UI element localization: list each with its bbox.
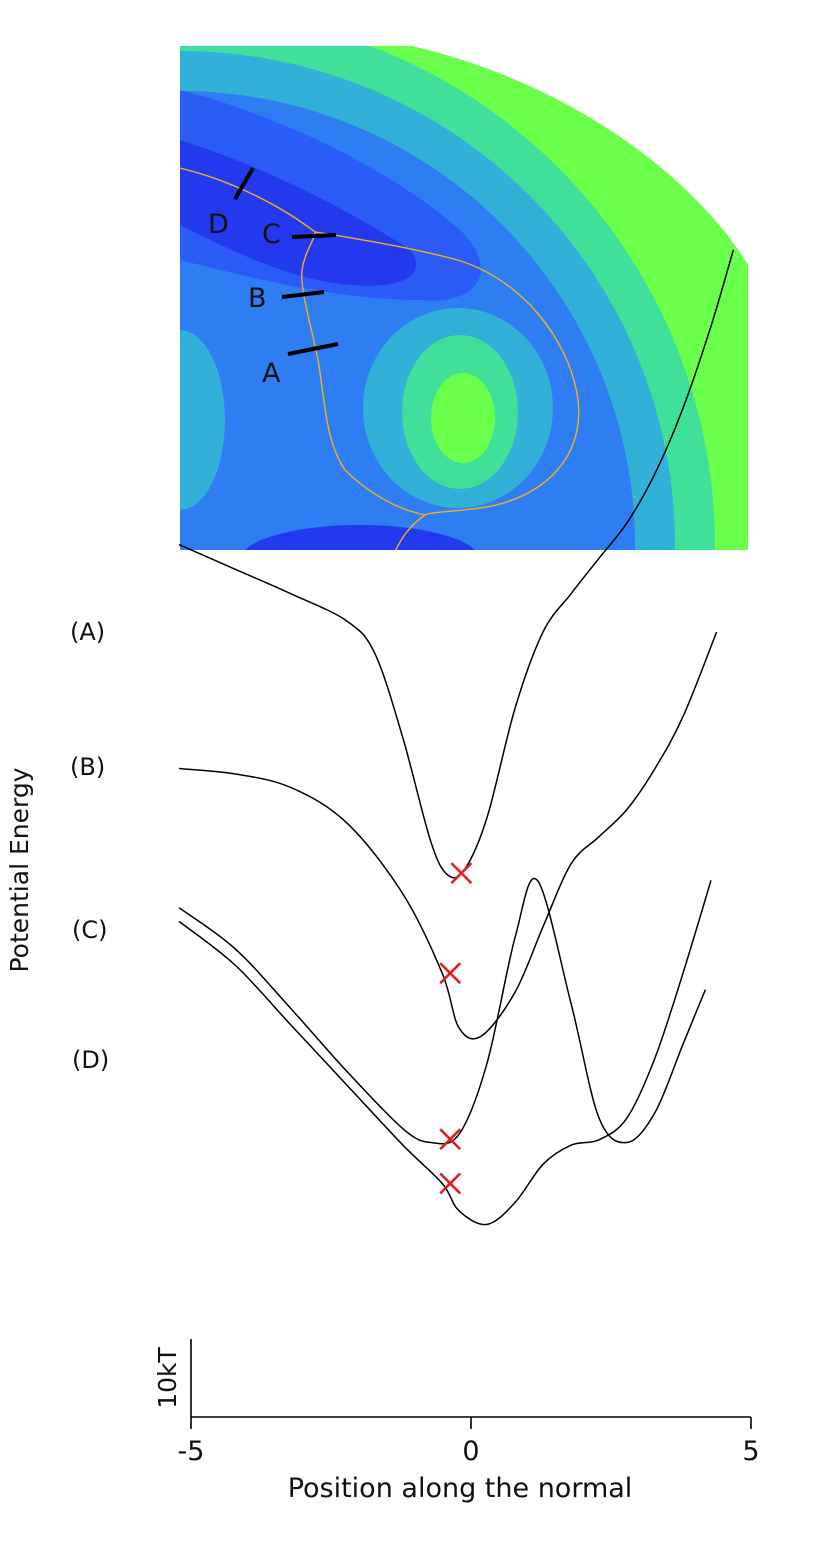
- contour-map: [180, 46, 748, 550]
- marker-line-c: [291, 233, 337, 239]
- contour-island-green: [431, 373, 495, 463]
- marker-line-d: [233, 166, 255, 201]
- map-markers: A B C D: [208, 166, 339, 389]
- series-label-b: (B): [70, 753, 105, 781]
- minimum-marker-b: [439, 1172, 462, 1195]
- scale-bar-label: 10kT: [153, 1346, 182, 1408]
- x-axis: -5 0 5: [178, 1416, 760, 1467]
- minimum-marker-d: [450, 862, 473, 885]
- x-axis-label: Position along the normal: [288, 1473, 633, 1504]
- marker-label-c: C: [262, 219, 281, 250]
- x-tick-label: 0: [462, 1436, 479, 1467]
- marker-label-b: B: [248, 283, 267, 314]
- minimum-marker-c: [439, 962, 462, 985]
- marker-label-d: D: [208, 209, 229, 240]
- contour-valley-deep: [180, 140, 417, 286]
- contour-bottom-valley: [240, 525, 480, 550]
- series-label-a: (A): [70, 618, 105, 646]
- marker-line-a: [287, 342, 339, 356]
- marker-label-a: A: [262, 358, 281, 389]
- reaction-path: [180, 167, 580, 550]
- marker-line-b: [281, 290, 325, 299]
- y-axis-label: Potential Energy: [5, 767, 34, 972]
- scale-bar: 10kT: [153, 1339, 192, 1417]
- series-label-d: (D): [72, 1046, 109, 1074]
- minimum-marker-a: [439, 1128, 462, 1151]
- energy-curve-c: [178, 631, 718, 1040]
- x-tick-label: 5: [742, 1436, 759, 1467]
- energy-curve-a: [178, 877, 707, 1145]
- energy-profiles: (A) (B) (C) (D): [70, 249, 735, 1226]
- series-label-c: (C): [72, 916, 107, 944]
- contour-left-bump: [180, 330, 225, 510]
- x-tick-label: -5: [178, 1436, 205, 1467]
- energy-curve-d: [178, 249, 735, 879]
- energy-curve-b: [178, 880, 712, 1226]
- contour-band-blue-outer: [180, 91, 635, 550]
